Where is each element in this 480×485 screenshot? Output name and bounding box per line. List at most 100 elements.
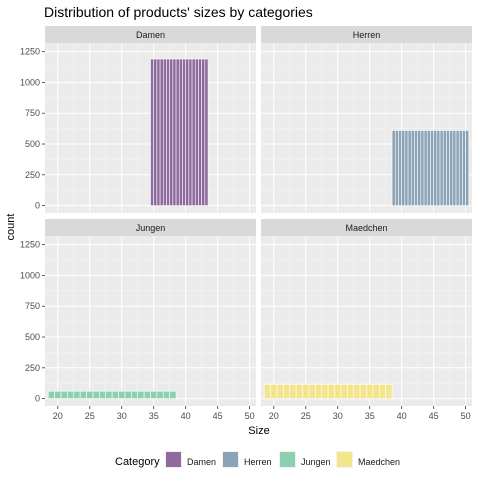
histogram-bar xyxy=(60,390,68,399)
histogram-bar xyxy=(359,384,367,399)
x-tick-label: 35 xyxy=(365,411,375,421)
histogram-bar xyxy=(270,384,278,399)
histogram-bar xyxy=(162,58,167,206)
histogram-bar xyxy=(420,130,425,206)
histogram-bar xyxy=(159,58,164,206)
x-tick-label: 30 xyxy=(333,411,343,421)
histogram-bar xyxy=(156,390,164,399)
x-tick-label: 45 xyxy=(429,411,439,421)
panel-background xyxy=(45,236,256,406)
histogram-bar xyxy=(295,384,303,399)
legend-label-damen: Damen xyxy=(187,457,216,467)
x-tick-label: 30 xyxy=(117,411,127,421)
facet-panel-jungen: Jungen 0 250 500 750 1000 1250 20 25 30 35 40 45 50 xyxy=(20,219,256,421)
histogram-bar xyxy=(442,130,447,206)
y-tick-label: 1250 xyxy=(20,47,40,57)
histogram-bar xyxy=(465,130,470,206)
x-tick-label: 25 xyxy=(301,411,311,421)
histogram-bar xyxy=(430,130,434,206)
x-tick-label: 40 xyxy=(397,411,407,421)
histogram-bar xyxy=(353,384,361,399)
facet-strip-label: Jungen xyxy=(136,223,166,233)
histogram-bar xyxy=(452,130,457,206)
histogram-bar xyxy=(201,58,206,206)
histogram-bar xyxy=(436,130,441,206)
facet-strip xyxy=(45,26,256,43)
legend-key-jungen xyxy=(280,452,295,467)
x-tick-label: 20 xyxy=(53,411,63,421)
histogram-bar xyxy=(276,384,284,399)
y-tick-label: 1000 xyxy=(20,270,40,280)
histogram-bar xyxy=(178,58,183,206)
y-tick-label: 1250 xyxy=(20,240,40,250)
histogram-bar xyxy=(458,130,463,206)
histogram-bar xyxy=(439,130,444,206)
legend-label-jungen: Jungen xyxy=(301,457,331,467)
x-tick-label: 35 xyxy=(149,411,159,421)
facet-panels: Damen 0 250 500 750 1000 1250 Herren Jungen 0 250 5… xyxy=(20,26,472,421)
facet-strip-label: Damen xyxy=(136,30,165,40)
y-tick-label: 250 xyxy=(25,170,40,180)
histogram-bar xyxy=(263,384,271,399)
histogram-bar xyxy=(334,384,342,399)
x-tick-label: 50 xyxy=(245,411,255,421)
y-tick-label: 0 xyxy=(35,201,40,211)
histogram-bar xyxy=(385,384,393,399)
x-tick-label: 45 xyxy=(213,411,223,421)
histogram-bar xyxy=(156,58,161,206)
histogram-bar xyxy=(54,390,62,399)
y-tick-label: 500 xyxy=(25,139,40,149)
histogram-bar xyxy=(283,384,291,399)
histogram-bar xyxy=(79,390,87,399)
histogram-bar xyxy=(407,130,412,206)
y-tick-label: 750 xyxy=(25,301,40,311)
histogram-bar xyxy=(194,58,199,206)
histogram-bar xyxy=(131,390,139,399)
histogram-bar xyxy=(417,130,422,206)
histogram-bar xyxy=(327,384,335,399)
y-axis-label: count xyxy=(5,214,17,241)
histogram-bar xyxy=(321,384,329,399)
histogram-bar xyxy=(92,390,100,399)
x-axis-label: Size xyxy=(248,425,269,437)
x-tick-label: 25 xyxy=(85,411,95,421)
histogram-bar xyxy=(347,384,355,399)
y-tick-label: 250 xyxy=(25,363,40,373)
y-tick-label: 750 xyxy=(25,108,40,118)
y-tick-label: 1000 xyxy=(20,77,40,87)
histogram-bar xyxy=(175,58,180,206)
histogram-bar xyxy=(99,390,107,399)
histogram-bar xyxy=(414,130,418,206)
legend-title: Category xyxy=(115,456,160,468)
histogram-bar xyxy=(86,390,94,399)
histogram-bar xyxy=(73,390,81,399)
histogram-bar xyxy=(289,384,297,399)
histogram-bar xyxy=(150,390,158,399)
histogram-bar xyxy=(378,384,386,399)
histogram-bar xyxy=(462,130,466,206)
histogram-bar xyxy=(182,58,186,206)
legend-key-damen xyxy=(166,452,181,467)
histogram-bar xyxy=(426,130,431,206)
histogram-bar xyxy=(172,58,177,206)
histogram-bar xyxy=(118,390,126,399)
histogram-bar xyxy=(455,130,460,206)
histogram-bar xyxy=(105,390,113,399)
histogram-bar xyxy=(169,390,177,399)
histogram-bar xyxy=(394,130,399,206)
facet-panel-damen: Damen 0 250 500 750 1000 1250 xyxy=(20,26,256,213)
histogram-bar xyxy=(191,58,196,206)
histogram-bar xyxy=(391,130,396,206)
legend-label-herren: Herren xyxy=(244,457,272,467)
x-tick-label: 50 xyxy=(461,411,471,421)
x-tick-label: 40 xyxy=(181,411,191,421)
histogram-bar xyxy=(340,384,348,399)
histogram-bar xyxy=(446,130,450,206)
histogram-bar xyxy=(423,130,428,206)
histogram-bar xyxy=(153,58,158,206)
histogram-bar xyxy=(47,390,55,399)
histogram-bar xyxy=(185,58,190,206)
histogram-bar xyxy=(366,384,374,399)
histogram-bar xyxy=(188,58,193,206)
